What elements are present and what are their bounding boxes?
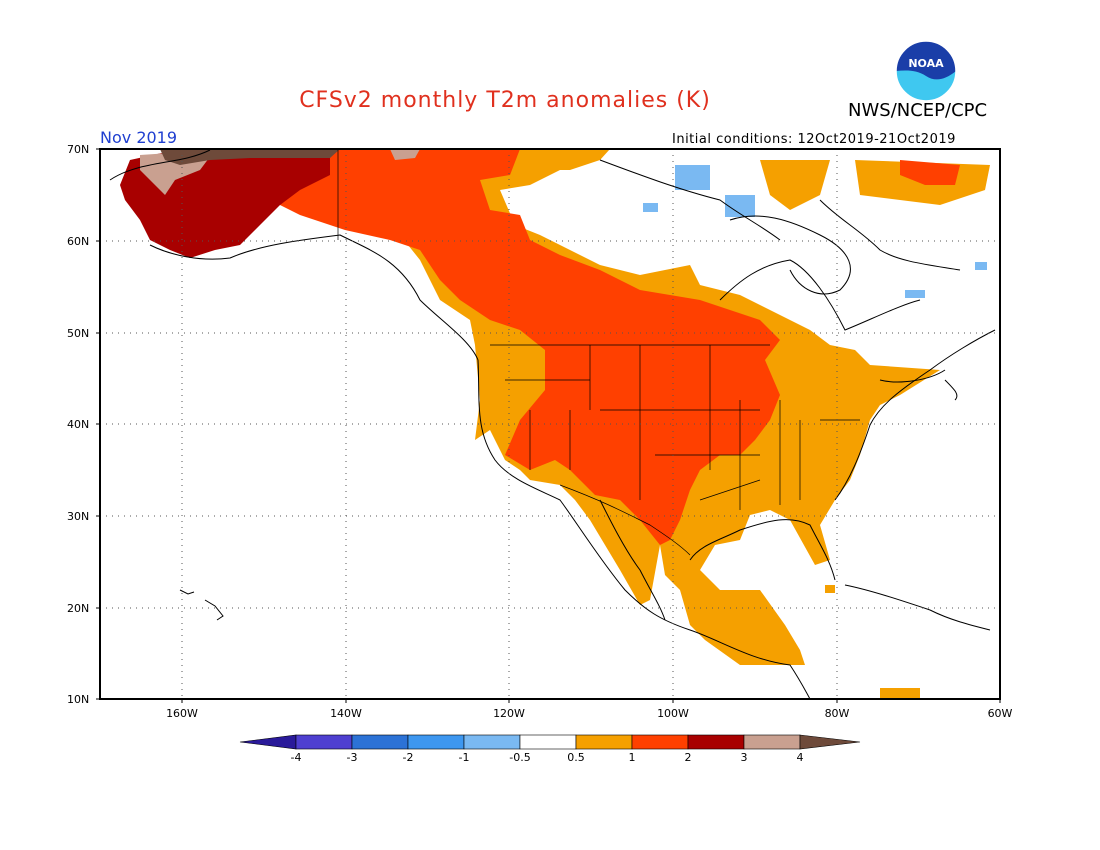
anomaly-fields bbox=[120, 149, 990, 699]
anomaly-region-brown bbox=[160, 149, 340, 165]
colorbar-segment bbox=[407, 734, 465, 750]
map-title: CFSv2 monthly T2m anomalies (K) bbox=[299, 88, 711, 113]
colorbar-label: 3 bbox=[740, 751, 748, 764]
lat-label: 70N bbox=[67, 143, 90, 156]
lon-label: 80W bbox=[824, 707, 850, 720]
colorbar-label: -4 bbox=[290, 751, 302, 764]
colorbar-label: 1 bbox=[628, 751, 636, 764]
lon-label: 100W bbox=[657, 707, 689, 720]
noaa-logo: NOAA bbox=[895, 40, 957, 102]
anomaly-region-blue bbox=[675, 165, 710, 190]
graticule bbox=[100, 149, 1000, 699]
lat-label: 60N bbox=[67, 235, 90, 248]
lon-label: 160W bbox=[166, 707, 198, 720]
lon-label: 60W bbox=[987, 707, 1013, 720]
lat-label: 20N bbox=[67, 602, 90, 615]
lat-label: 30N bbox=[67, 510, 90, 523]
colorbar-label: -0.5 bbox=[509, 751, 531, 764]
colorbar-segment bbox=[351, 734, 409, 750]
colorbar-segment bbox=[463, 734, 521, 750]
colorbar-label: -3 bbox=[346, 751, 358, 764]
forecast-month: Nov 2019 bbox=[100, 128, 178, 147]
colorbar-label: -1 bbox=[458, 751, 470, 764]
colorbar-high-arrow bbox=[799, 734, 861, 750]
colorbar-segment bbox=[575, 734, 633, 750]
borders bbox=[337, 149, 860, 556]
colorbar-label: 2 bbox=[684, 751, 692, 764]
colorbar-segment bbox=[743, 734, 801, 750]
colorbar-label: -2 bbox=[402, 751, 414, 764]
colorbar-segment bbox=[295, 734, 353, 750]
colorbar-label: 0.5 bbox=[567, 751, 585, 764]
initial-conditions: Initial conditions: 12Oct2019-21Oct2019 bbox=[672, 132, 956, 147]
lon-label: 120W bbox=[493, 707, 525, 720]
colorbar-segment bbox=[519, 734, 577, 750]
svg-text:NOAA: NOAA bbox=[908, 57, 944, 70]
lat-label: 40N bbox=[67, 418, 90, 431]
colorbar-segment bbox=[631, 734, 689, 750]
lat-label: 50N bbox=[67, 327, 90, 340]
colorbar-segment bbox=[687, 734, 745, 750]
colorbar-label: 4 bbox=[796, 751, 804, 764]
lon-label: 140W bbox=[330, 707, 362, 720]
colorbar-low-arrow bbox=[239, 734, 297, 750]
org-label: NWS/NCEP/CPC bbox=[848, 100, 988, 121]
lat-label: 10N bbox=[67, 693, 90, 706]
anomaly-region-red bbox=[230, 149, 780, 545]
map-frame bbox=[99, 148, 1001, 700]
